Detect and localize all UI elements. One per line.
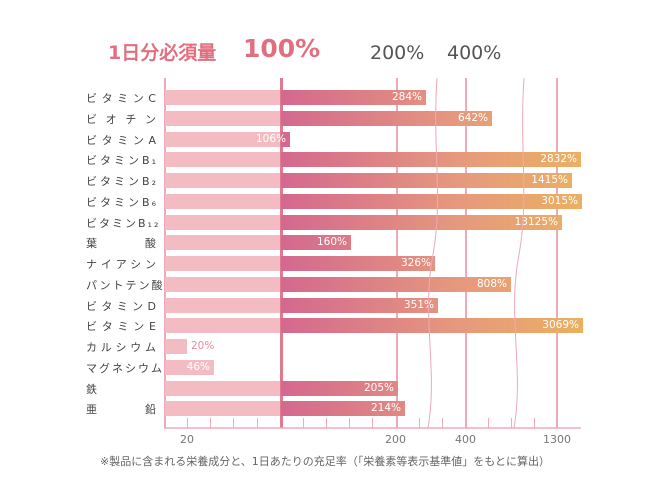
bar-excess xyxy=(281,235,351,251)
category-label: 鉄 xyxy=(86,382,99,396)
bar-base xyxy=(165,318,280,334)
x-tick xyxy=(210,418,211,428)
bar-base xyxy=(165,359,214,375)
bar-base xyxy=(165,401,280,417)
x-tick xyxy=(187,418,188,428)
bar-base xyxy=(165,173,280,188)
bar-excess xyxy=(281,401,405,417)
x-tick xyxy=(326,418,327,428)
grid-line xyxy=(556,78,558,428)
x-tick xyxy=(442,418,443,428)
value-label: 214% xyxy=(370,402,401,415)
category-label: ビタミンE xyxy=(86,320,158,334)
value-label: 326% xyxy=(400,257,431,269)
category-label: ビタミンD xyxy=(86,299,158,313)
bar-excess xyxy=(281,256,435,271)
bar-excess xyxy=(281,173,572,188)
grid-line xyxy=(280,78,283,428)
bar-base xyxy=(165,276,280,292)
value-label: 205% xyxy=(363,381,394,394)
category-label: ビタミンB₁₂ xyxy=(86,216,161,230)
x-tick xyxy=(511,418,512,428)
bar-excess xyxy=(281,214,562,230)
axis-break-line xyxy=(513,77,525,429)
category-label: ビ オ チ ン xyxy=(86,112,158,126)
bar-base xyxy=(165,297,280,313)
bar-base xyxy=(165,380,280,396)
value-label: 46% xyxy=(186,360,210,373)
bar-excess xyxy=(281,110,492,126)
value-label: 3015% xyxy=(541,194,578,207)
bar-base xyxy=(165,214,280,230)
category-label: マグネシウム xyxy=(86,361,164,375)
bar-excess xyxy=(281,318,583,334)
x-tick-label: 1300 xyxy=(543,433,571,446)
value-label: 642% xyxy=(457,111,488,124)
bar-excess xyxy=(281,380,398,396)
value-label: 2832% xyxy=(540,153,577,166)
category-label: ナイアシン xyxy=(86,258,158,271)
category-label: カルシウム xyxy=(86,341,158,354)
value-label: 1415% xyxy=(531,174,568,186)
value-label: 106% xyxy=(255,132,286,145)
category-label: 亜 鉛 xyxy=(86,403,158,417)
bar-base xyxy=(165,152,280,168)
x-tick xyxy=(233,418,234,428)
chart-title: 1日分必須量 xyxy=(108,42,217,64)
value-label: 160% xyxy=(316,236,347,249)
x-tick xyxy=(349,418,350,428)
bar-excess xyxy=(281,90,426,105)
x-tick xyxy=(372,418,373,428)
bar-excess xyxy=(281,152,581,168)
bar-excess xyxy=(281,193,582,209)
category-label: ビタミンB₁ xyxy=(86,154,158,168)
footnote: ※製品に含まれる栄養成分と、1日あたりの充足率（「栄養素等表示基準値」をもとに算… xyxy=(100,455,551,468)
bar-excess xyxy=(281,276,511,292)
axis-break-line xyxy=(427,77,439,429)
x-tick-label: 400 xyxy=(455,433,476,446)
x-tick-label: 200 xyxy=(385,433,406,446)
bar-base xyxy=(165,193,280,209)
grid-line xyxy=(396,78,398,428)
grid-line xyxy=(164,78,166,428)
x-tick xyxy=(303,418,304,428)
category-label: 葉 酸 xyxy=(86,237,158,251)
bar-excess xyxy=(281,297,438,313)
mark-400-label: 400% xyxy=(447,42,502,64)
value-label: 284% xyxy=(391,91,422,103)
value-label: 351% xyxy=(403,298,434,311)
x-tick xyxy=(419,418,420,428)
value-label: 3069% xyxy=(542,319,579,332)
bar-base xyxy=(165,256,280,271)
x-tick xyxy=(534,418,535,428)
bar-base xyxy=(165,339,187,354)
grid-line xyxy=(465,78,467,428)
category-label: ビタミンC xyxy=(86,92,158,105)
category-label: ビタミンB₆ xyxy=(86,195,158,209)
reference-100-label: 100% xyxy=(243,34,321,63)
mark-200-label: 200% xyxy=(370,42,425,64)
value-label: 13125% xyxy=(514,215,558,228)
category-label: ビタミンB₂ xyxy=(86,175,158,188)
bar-base xyxy=(165,110,280,126)
x-tick-label: 20 xyxy=(180,433,194,446)
x-tick xyxy=(488,418,489,428)
bar-base xyxy=(165,131,280,147)
bar-base xyxy=(165,235,280,251)
bar-excess xyxy=(281,131,290,147)
category-label: パントテン酸 xyxy=(86,278,165,292)
value-label: 20% xyxy=(191,340,215,352)
category-label: ビタミンA xyxy=(86,133,158,147)
bar-base xyxy=(165,90,280,105)
value-label: 808% xyxy=(476,277,507,290)
x-tick xyxy=(257,418,258,428)
